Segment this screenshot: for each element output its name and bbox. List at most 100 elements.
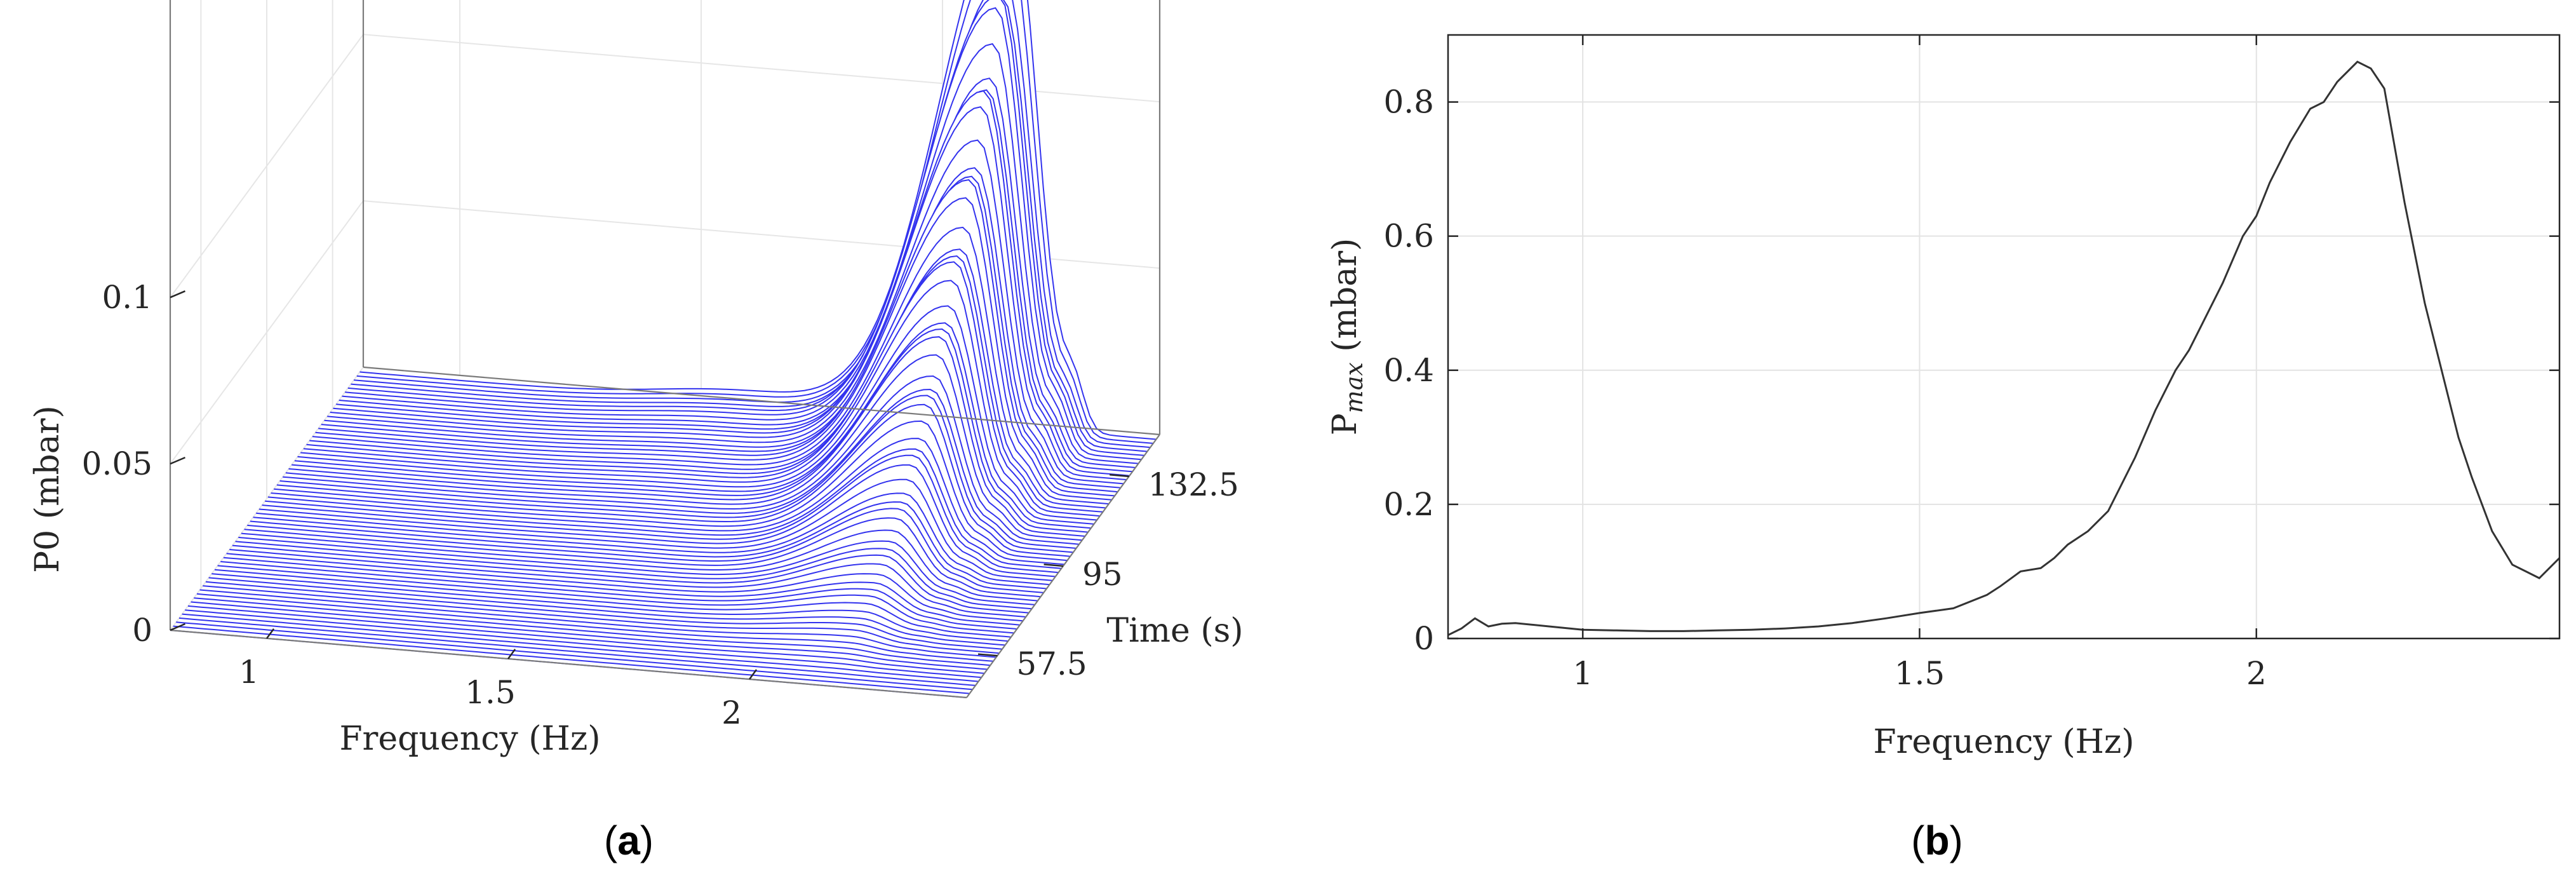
z-tick-mark	[170, 456, 185, 465]
pmax-line	[1447, 60, 2561, 637]
y-axis-label: Time (s)	[1106, 612, 1243, 650]
x-axis-label: Frequency (Hz)	[339, 720, 600, 758]
z-tick-label: 0.1	[102, 279, 152, 316]
y-tick-label: 95	[1082, 556, 1123, 593]
waterfall-slice	[306, 255, 1103, 513]
waterfall-slice	[267, 438, 1064, 565]
waterfall-slice	[262, 454, 1059, 574]
waterfall-slice	[318, 179, 1115, 497]
x-tick-label: 2	[721, 694, 742, 731]
waterfall-slice	[211, 573, 1009, 642]
waterfall-slice	[330, 106, 1127, 480]
waterfall-slice	[250, 501, 1047, 590]
waterfall-slice	[347, 0, 1144, 456]
waterfall-slice	[342, 43, 1139, 464]
waterfall-chart: 1 1.5 2 57.5 95 132.5 0 0.05 0.1 P0 (mbar) Frequ…	[29, 0, 1244, 758]
waterfall-slice	[321, 175, 1118, 493]
waterfall-slice	[203, 585, 1000, 654]
waterfall-slice	[359, 0, 1157, 440]
waterfall-slice	[208, 577, 1005, 646]
waterfall-slice	[187, 605, 985, 674]
x-tick-mark	[265, 628, 275, 639]
waterfall-slice	[294, 322, 1091, 529]
x-tick-mark	[507, 649, 516, 659]
line-chart-ticks: 1 1.5 2 0 0.2 0.4 0.6 0.8	[1383, 35, 2559, 692]
z-tick-mark	[170, 290, 185, 299]
waterfall-slice	[173, 625, 970, 694]
waterfall-slice	[345, 7, 1142, 461]
waterfall-slice	[283, 375, 1080, 545]
y-axis-label-subscript: max	[1340, 362, 1368, 413]
waterfall-slice	[229, 549, 1026, 618]
waterfall-slice	[312, 226, 1109, 505]
waterfall-slice	[324, 167, 1121, 489]
waterfall-slice	[285, 354, 1082, 541]
waterfall-slice	[178, 617, 976, 686]
y-tick-label: 0.4	[1383, 352, 1434, 389]
waterfall-ticks: 1 1.5 2 57.5 95 132.5 0 0.05 0.1	[82, 279, 1239, 731]
waterfall-slice	[274, 403, 1071, 557]
waterfall-axes	[169, 0, 1161, 699]
waterfall-slice	[292, 328, 1089, 533]
z-axis-label: P0 (mbar)	[29, 405, 67, 573]
waterfall-slice	[303, 261, 1100, 517]
x-axis-line	[170, 629, 967, 699]
waterfall-slice	[351, 0, 1148, 452]
x-tick-label: 1	[239, 654, 259, 691]
waterfall-slice	[196, 593, 994, 662]
back-floor-edge	[363, 366, 1160, 436]
panel-label-a: (a)	[604, 818, 654, 863]
waterfall-slice	[235, 541, 1032, 610]
waterfall-slice	[253, 492, 1050, 586]
waterfall-slice	[315, 197, 1112, 501]
y-tick-label: 0.6	[1383, 218, 1434, 255]
y-tick-mark	[1110, 474, 1129, 478]
waterfall-slice	[309, 248, 1106, 509]
waterfall-slice	[288, 336, 1085, 537]
x-tick-mark	[748, 669, 758, 680]
y-tick-mark	[1043, 564, 1064, 567]
waterfall-slice	[354, 0, 1151, 449]
x-tick-label: 2	[2246, 655, 2267, 692]
z-tick-label: 0	[132, 612, 152, 649]
x-axis-label: Frequency (Hz)	[1873, 723, 2134, 761]
waterfall-slice	[333, 90, 1130, 476]
plot-area	[1448, 35, 2559, 638]
waterfall-slice	[265, 448, 1062, 569]
y-axis-label: Pmax (mbar)	[1326, 238, 1368, 436]
waterfall-slice	[327, 139, 1124, 485]
z-tick-mark	[170, 623, 185, 631]
waterfall-slice	[220, 561, 1017, 630]
waterfall-slice	[279, 388, 1077, 549]
plot-frame	[1447, 34, 2561, 640]
waterfall-slice	[176, 621, 973, 691]
waterfall-slice	[276, 395, 1073, 553]
x-tick-label: 1.5	[1895, 655, 1945, 692]
waterfall-slice	[185, 609, 982, 679]
waterfall-slice	[339, 78, 1136, 468]
y-tick-mark	[977, 653, 998, 657]
waterfall-slice	[214, 569, 1012, 638]
waterfall-slice	[356, 0, 1153, 444]
waterfall-slice	[256, 478, 1053, 581]
y-tick-label: 132.5	[1148, 466, 1239, 503]
x-tick-label: 1	[1573, 655, 1593, 692]
waterfall-slice	[238, 536, 1035, 605]
y-tick-label: 0.2	[1383, 486, 1434, 523]
waterfall-slice	[205, 581, 1003, 650]
waterfall-slice	[191, 601, 988, 670]
waterfall-slice	[226, 553, 1023, 622]
waterfall-slice	[232, 544, 1029, 614]
waterfall-slice	[258, 464, 1056, 577]
waterfall-slice	[182, 613, 979, 682]
waterfall-slice	[336, 89, 1133, 473]
y-tick-label: 0	[1414, 620, 1434, 657]
waterfall-slice	[300, 280, 1097, 521]
line-chart: 1 1.5 2 0 0.2 0.4 0.6 0.8 Pmax (mbar) Frequency…	[1326, 34, 2561, 761]
waterfall-slice	[223, 557, 1020, 626]
waterfall-slice	[247, 508, 1044, 593]
waterfall-slice	[199, 589, 996, 658]
panel-label-b: (b)	[1911, 818, 1963, 863]
x-tick-label: 1.5	[465, 674, 516, 711]
y-tick-label: 0.8	[1383, 84, 1434, 121]
